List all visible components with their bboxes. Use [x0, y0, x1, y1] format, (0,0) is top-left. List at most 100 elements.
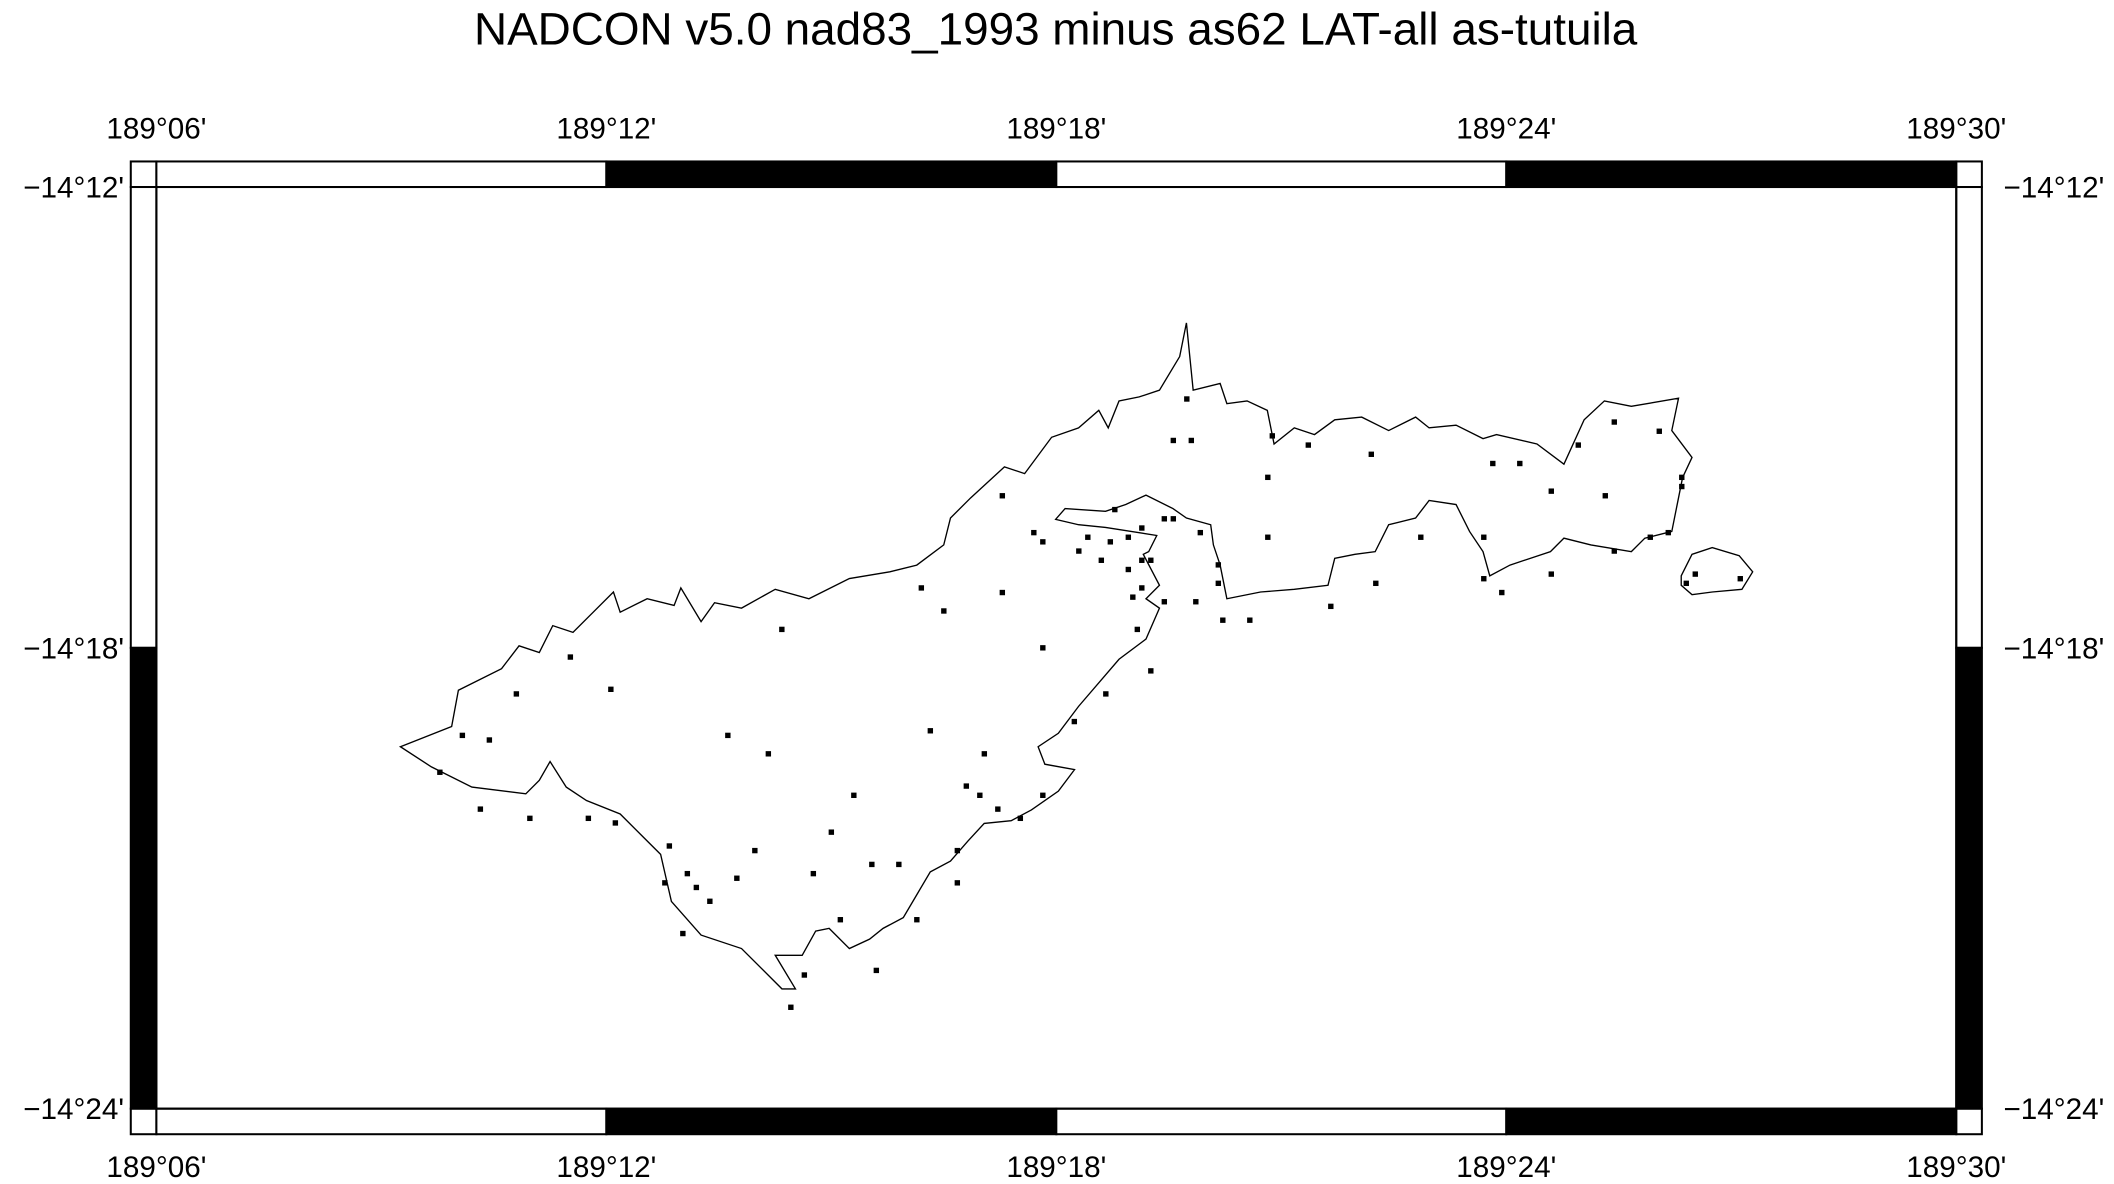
- station: [1602, 493, 1608, 499]
- station: [918, 585, 925, 591]
- station: [1575, 442, 1581, 448]
- station: [1071, 718, 1078, 725]
- station: [896, 861, 902, 868]
- station: [1517, 460, 1523, 467]
- station: [1125, 566, 1132, 573]
- station: [1107, 539, 1114, 545]
- x-tick-label: 189°06': [106, 1151, 206, 1184]
- station: [1611, 419, 1617, 425]
- station: [1215, 562, 1222, 568]
- station: [1679, 483, 1685, 490]
- frame-corner: [129, 160, 158, 189]
- station: [765, 751, 772, 757]
- station: [963, 783, 970, 789]
- station: [977, 792, 983, 798]
- frame-segment: [155, 1107, 608, 1136]
- station: [954, 847, 961, 854]
- station: [513, 691, 520, 697]
- station: [1076, 548, 1082, 554]
- station: [1373, 580, 1379, 587]
- station: [1040, 792, 1046, 798]
- station: [828, 829, 835, 835]
- station: [1139, 525, 1145, 531]
- station: [693, 884, 700, 891]
- station: [981, 751, 988, 757]
- station: [477, 806, 484, 812]
- station: [1328, 603, 1334, 610]
- station: [459, 732, 466, 739]
- station: [1490, 460, 1496, 467]
- station: [585, 815, 592, 822]
- coastline: [398, 322, 1754, 990]
- station: [486, 737, 493, 743]
- station: [788, 1004, 794, 1010]
- y-tick-label: −14°18': [23, 632, 124, 665]
- station: [1193, 599, 1199, 605]
- station: [1170, 437, 1177, 444]
- station: [1188, 437, 1195, 444]
- station: [680, 930, 686, 937]
- station: [1647, 534, 1653, 540]
- station: [1085, 534, 1091, 540]
- station: [1481, 534, 1487, 540]
- station: [725, 732, 731, 739]
- station: [1220, 617, 1226, 623]
- station: [1031, 529, 1037, 536]
- station: [437, 769, 443, 775]
- y-tick-label: −14°12': [23, 172, 124, 205]
- station: [1103, 691, 1109, 697]
- map-title: NADCON v5.0 nad83_1993 minus as62 LAT-al…: [474, 3, 1638, 54]
- frame-corner: [1955, 1107, 1983, 1136]
- station: [684, 870, 691, 877]
- station: [1170, 516, 1177, 522]
- station: [851, 792, 857, 798]
- station: [999, 589, 1006, 596]
- station: [527, 815, 533, 822]
- x-tick-label: 189°24': [1456, 1151, 1556, 1184]
- station: [1040, 645, 1046, 651]
- x-tick-label: 189°24': [1456, 112, 1556, 145]
- station: [1197, 529, 1204, 536]
- station: [752, 847, 758, 854]
- station: [1679, 474, 1685, 481]
- y-tick-label: −14°24': [23, 1093, 124, 1126]
- station: [1548, 571, 1554, 577]
- station: [1737, 576, 1743, 582]
- frame-segment: [1955, 646, 1983, 1110]
- station: [873, 967, 880, 974]
- station: [801, 972, 808, 978]
- station: [869, 861, 875, 868]
- station: [1130, 594, 1136, 600]
- station: [1656, 428, 1662, 434]
- station: [1418, 534, 1424, 540]
- station: [1215, 580, 1222, 587]
- frame-segment: [1955, 186, 1983, 649]
- station: [995, 806, 1001, 812]
- frame-segment: [129, 186, 158, 649]
- station: [810, 870, 817, 877]
- y-tick-label: −14°18': [2003, 632, 2104, 665]
- x-tick-label: 189°12': [556, 1151, 656, 1184]
- station: [1499, 589, 1505, 596]
- frame-segment: [1505, 1107, 1958, 1136]
- station: [1017, 815, 1024, 822]
- y-tick-label: −14°24': [2003, 1093, 2104, 1126]
- frame-corner: [129, 1107, 158, 1136]
- station: [1148, 668, 1154, 674]
- station: [1683, 580, 1689, 587]
- station: [779, 626, 785, 633]
- station: [1040, 539, 1046, 545]
- station: [1305, 442, 1312, 448]
- station: [954, 880, 961, 886]
- station: [1098, 557, 1105, 563]
- station: [734, 875, 740, 881]
- station: [1161, 516, 1168, 522]
- station: [1269, 433, 1276, 439]
- station: [1368, 451, 1374, 457]
- station: [567, 654, 574, 660]
- station: [1665, 529, 1671, 536]
- y-tick-label: −14°12': [2003, 172, 2104, 205]
- station: [1692, 571, 1698, 577]
- frame-segment: [605, 1107, 1058, 1136]
